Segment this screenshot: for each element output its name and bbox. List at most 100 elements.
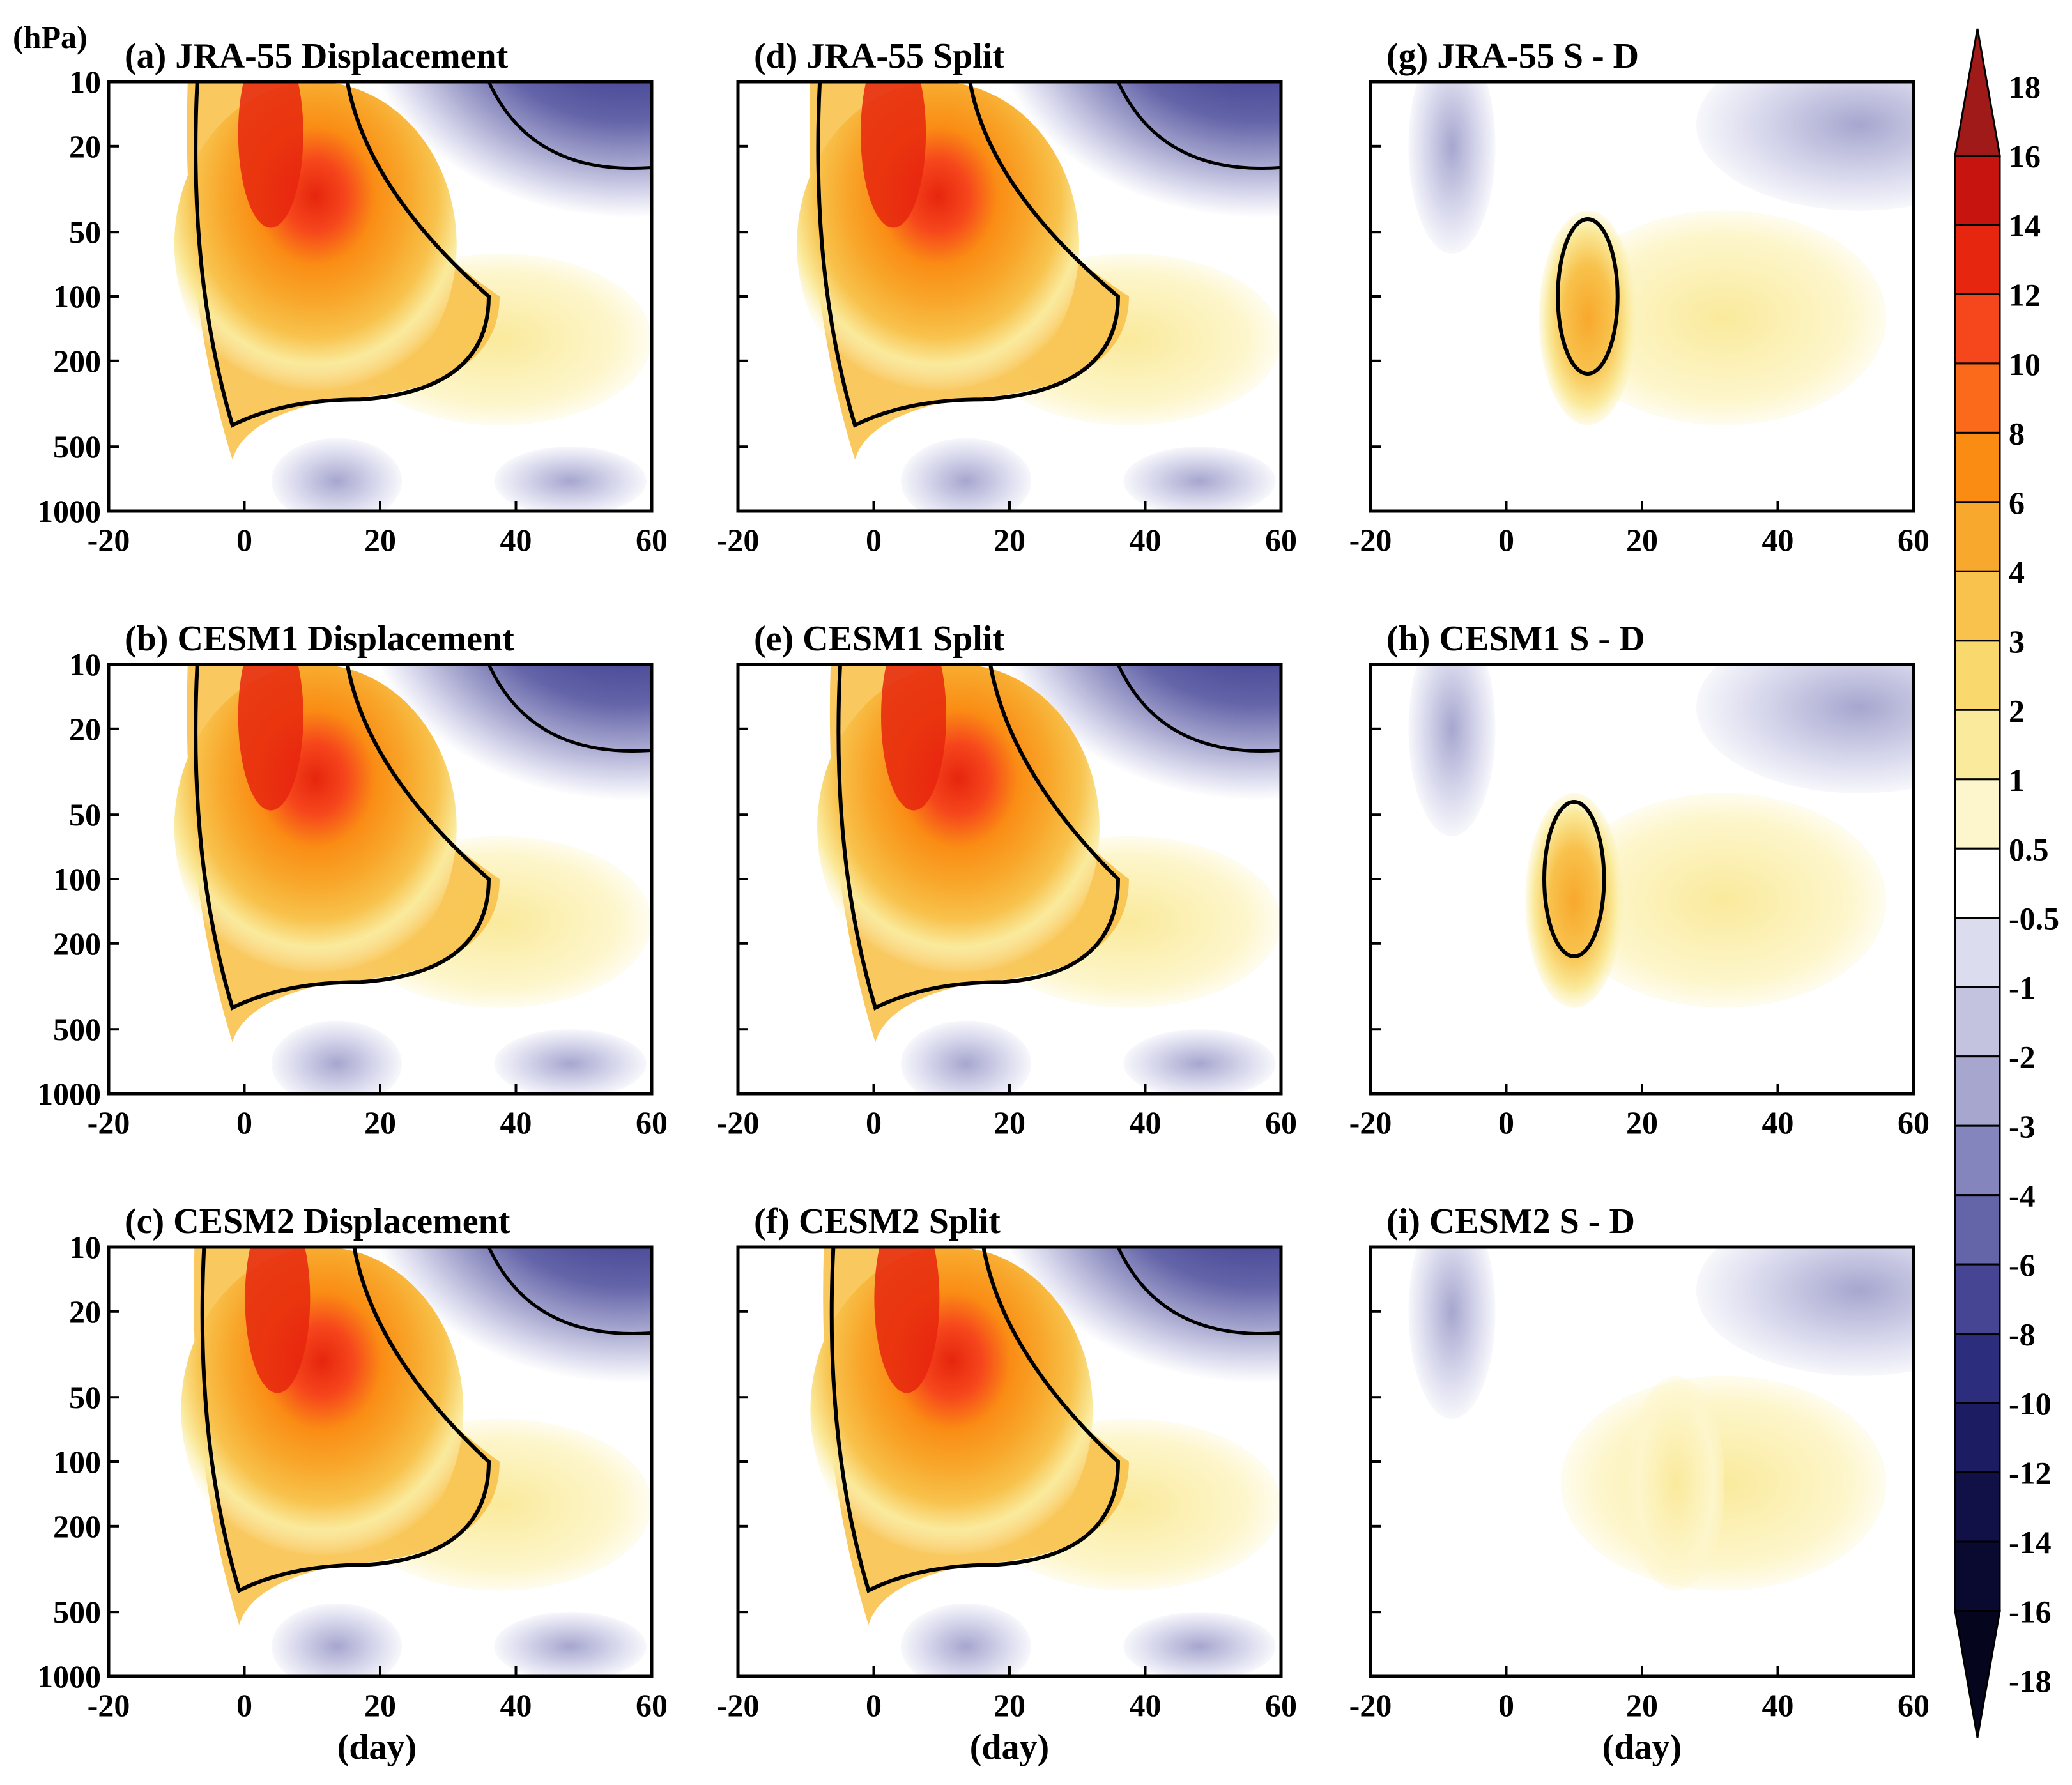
colorbar-label-1: 16 — [2009, 138, 2041, 174]
panel-e-field — [738, 664, 1281, 1094]
weak-negative-2-a — [494, 447, 647, 511]
contour-c — [200, 1247, 491, 1593]
y-tick-label-c-3: 100 — [53, 1444, 101, 1480]
colorbar-cell-17 — [1954, 1263, 2001, 1335]
y-tick-label-a-5: 500 — [53, 429, 101, 464]
weak-negative-2-f — [1123, 1612, 1276, 1676]
colorbar: 18 16 14 12 10 8 6 4 3 2 1 0.5 -0.5 -1 -2 -3 -4 -6 -8 -10 -1… — [1954, 28, 2059, 1738]
contour-b — [194, 664, 491, 1011]
panels: (a) JRA-55 Displacement -20 0 20 40 60 10 20 50 1… — [37, 36, 1930, 1723]
x-tick-label-c-3: 40 — [500, 1687, 532, 1723]
panel-f-field — [738, 1247, 1281, 1676]
colorbar-label-5: 8 — [2009, 415, 2025, 451]
colorbar-label-0: 18 — [2009, 69, 2041, 105]
x-tick-label-e-3: 40 — [1130, 1105, 1162, 1140]
colorbar-label-23: -18 — [2009, 1663, 2052, 1699]
colorbar-label-20: -12 — [2009, 1455, 2052, 1491]
colorbar-label-15: -3 — [2009, 1108, 2036, 1144]
negative-anomaly-2-i — [1408, 1247, 1496, 1419]
x-tick-label-g-2: 20 — [1626, 522, 1658, 558]
colorbar-cell-19 — [1954, 1402, 2001, 1474]
panel-f: (f) CESM2 Split -20 0 20 40 60 — [717, 1202, 1297, 1723]
peak-a — [238, 82, 303, 228]
y-tick-label-b-6: 1000 — [37, 1076, 101, 1112]
colorbar-label-8: 3 — [2009, 624, 2025, 659]
y-tick-label-b-4: 200 — [53, 926, 101, 961]
panel-a: (a) JRA-55 Displacement -20 0 20 40 60 10 20 50 1… — [37, 36, 668, 558]
x-tick-label-g-3: 40 — [1762, 522, 1794, 558]
panel-c-field — [109, 1247, 652, 1676]
y-tick-label-c-4: 200 — [53, 1508, 101, 1544]
x-tick-label-c-1: 0 — [236, 1687, 252, 1723]
weak-positive-h — [1560, 793, 1887, 1008]
panel-b-field — [109, 664, 652, 1094]
contour-neg-f — [1116, 1247, 1281, 1335]
weak-positive-g — [1560, 210, 1887, 425]
negative-anomaly-h — [1696, 664, 1914, 793]
y-tick-label-a-2: 50 — [69, 214, 101, 250]
y-tick-label-a-6: 1000 — [37, 493, 101, 529]
weak-negative-2-e — [1123, 1029, 1276, 1094]
y-tick-label-c-0: 10 — [69, 1229, 101, 1265]
x-tick-label-g-1: 0 — [1498, 522, 1514, 558]
panel-title-c: (c) CESM2 Displacement — [125, 1202, 510, 1241]
colorbar-cell-15 — [1954, 1124, 2001, 1197]
colorbar-cell-13 — [1954, 986, 2001, 1058]
x-tick-label-i-2: 20 — [1626, 1687, 1658, 1723]
positive-core-g — [1539, 210, 1637, 425]
x-tick-label-b-2: 20 — [364, 1105, 396, 1140]
colorbar-cell-9 — [1954, 709, 2001, 781]
weak-negative-2-d — [1123, 447, 1276, 511]
peak-d — [861, 82, 926, 228]
colorbar-cell-16 — [1954, 1194, 2001, 1266]
contour-f — [829, 1247, 1121, 1593]
panel-a-field — [109, 82, 652, 511]
x-tick-label-f-0: -20 — [717, 1687, 760, 1723]
x-tick-label-c-2: 20 — [364, 1687, 396, 1723]
x-tick-label-c-4: 60 — [636, 1687, 668, 1723]
colorbar-cell-18 — [1954, 1333, 2001, 1404]
colorbar-label-21: -14 — [2009, 1524, 2052, 1560]
panel-title-g: (g) JRA-55 S - D — [1386, 36, 1639, 76]
weak-negative-c — [272, 1603, 402, 1676]
x-tick-label-h-2: 20 — [1626, 1105, 1658, 1140]
x-tick-label-a-4: 60 — [636, 522, 668, 558]
positive-core-i — [1627, 1375, 1725, 1591]
y-tick-label-b-0: 10 — [69, 647, 101, 682]
colorbar-cell-5 — [1954, 431, 2001, 503]
peak-f — [874, 1247, 940, 1393]
weak-negative-b — [272, 1020, 402, 1094]
x-tick-label-g-4: 60 — [1898, 522, 1930, 558]
colorbar-label-17: -6 — [2009, 1247, 2036, 1283]
x-tick-label-i-4: 60 — [1898, 1687, 1930, 1723]
x-tick-label-d-2: 20 — [994, 522, 1025, 558]
colorbar-cell-1 — [1954, 154, 2001, 226]
y-tick-label-c-2: 50 — [69, 1379, 101, 1415]
y-tick-label-c-1: 20 — [69, 1294, 101, 1329]
contour-a — [194, 82, 491, 428]
x-tick-label-c-0: -20 — [88, 1687, 130, 1723]
contour-g — [1556, 217, 1620, 376]
colorbar-cell-12 — [1954, 917, 2001, 988]
x-tick-label-d-4: 60 — [1265, 522, 1297, 558]
y-tick-label-b-5: 500 — [53, 1011, 101, 1047]
contour-neg-c — [487, 1247, 652, 1335]
colorbar-label-9: 2 — [2009, 693, 2025, 728]
panel-title-b: (b) CESM1 Displacement — [125, 619, 514, 659]
x-tick-label-h-4: 60 — [1898, 1105, 1930, 1140]
x-tick-label-b-3: 40 — [500, 1105, 532, 1140]
x-tick-label-d-1: 0 — [866, 522, 882, 558]
peak-e — [881, 664, 946, 811]
colorbar-label-4: 10 — [2009, 346, 2041, 382]
y-tick-label-b-1: 20 — [69, 711, 101, 747]
panel-title-i: (i) CESM2 S - D — [1386, 1202, 1635, 1241]
panel-title-a: (a) JRA-55 Displacement — [125, 36, 509, 76]
negative-anomaly-g — [1696, 82, 1914, 211]
y-tick-label-b-3: 100 — [53, 861, 101, 897]
y-tick-label-c-5: 500 — [53, 1594, 101, 1630]
y-axis-unit: (hPa) — [13, 19, 88, 55]
panel-h: (h) CESM1 S - D -20 0 20 40 60 — [1349, 619, 1930, 1140]
x-tick-label-e-1: 0 — [866, 1105, 882, 1140]
colorbar-label-19: -10 — [2009, 1386, 2052, 1421]
